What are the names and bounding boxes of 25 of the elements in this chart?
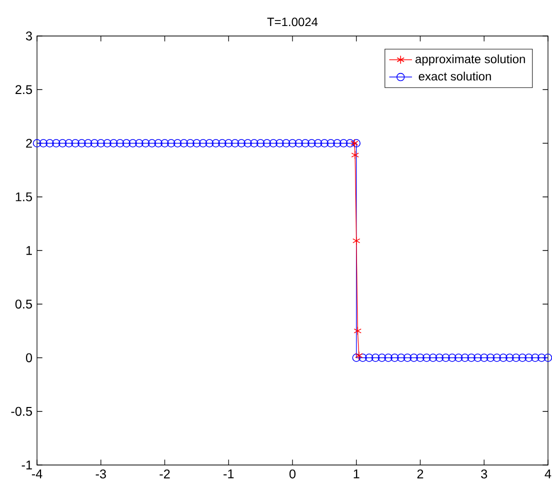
x-tick-label: -4 [32, 469, 42, 478]
y-tick-label: 3 [26, 32, 32, 40]
y-tick-label: 0 [26, 353, 32, 362]
x-tick-label: -1 [224, 469, 234, 478]
legend-label: approximate solution [416, 54, 525, 66]
x-tick-label: -2 [160, 469, 170, 478]
x-tick-label: 3 [481, 469, 488, 478]
point [352, 236, 360, 246]
x-tick-label: 0 [289, 469, 296, 478]
x-tick-label: 2 [417, 469, 424, 478]
y-tick-label: -0.5 [11, 406, 32, 416]
y-tick-label: 1.5 [16, 192, 32, 202]
point [355, 351, 363, 360]
x-tick-label: -3 [96, 469, 106, 478]
x-tick-label: 1 [354, 469, 360, 478]
legend-label: exact solution [418, 72, 491, 81]
chart-title: T=1.0024 [267, 18, 318, 26]
point [354, 326, 362, 336]
y-tick-label: 2 [26, 138, 32, 148]
x-tick-label: 4 [544, 469, 552, 478]
y-tick-label: 0.5 [15, 300, 32, 309]
y-tick-label: -1 [22, 460, 32, 470]
point [351, 150, 359, 160]
y-tick-label: 1 [26, 246, 32, 255]
y-tick-label: 2.5 [16, 85, 32, 94]
